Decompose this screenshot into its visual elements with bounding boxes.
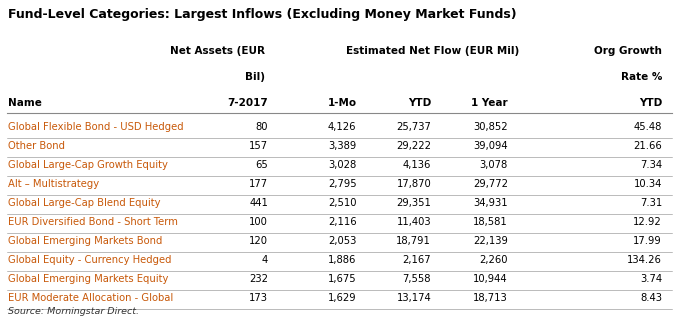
Text: 100: 100 (249, 217, 268, 227)
Text: 2,053: 2,053 (328, 236, 356, 246)
Text: 4,136: 4,136 (403, 160, 431, 170)
Text: 34,931: 34,931 (473, 198, 508, 208)
Text: Global Emerging Markets Bond: Global Emerging Markets Bond (8, 236, 162, 246)
Text: 13,174: 13,174 (397, 293, 431, 303)
Text: 29,351: 29,351 (397, 198, 431, 208)
Text: 4: 4 (262, 255, 268, 265)
Text: EUR Moderate Allocation - Global: EUR Moderate Allocation - Global (8, 293, 173, 303)
Text: 7,558: 7,558 (403, 274, 431, 284)
Text: Alt – Multistrategy: Alt – Multistrategy (8, 179, 99, 189)
Text: 21.66: 21.66 (634, 140, 662, 151)
Text: 80: 80 (256, 122, 268, 132)
Text: 17.99: 17.99 (634, 236, 662, 246)
Text: 173: 173 (249, 293, 268, 303)
Text: 1 Year: 1 Year (471, 98, 508, 108)
Text: 8.43: 8.43 (640, 293, 662, 303)
Text: Global Large-Cap Blend Equity: Global Large-Cap Blend Equity (8, 198, 161, 208)
Text: YTD: YTD (639, 98, 662, 108)
Text: 2,260: 2,260 (479, 255, 508, 265)
Text: 18,713: 18,713 (473, 293, 508, 303)
Text: Global Large-Cap Growth Equity: Global Large-Cap Growth Equity (8, 160, 168, 170)
Text: Other Bond: Other Bond (8, 140, 65, 151)
Text: 29,222: 29,222 (396, 140, 431, 151)
Text: 18,791: 18,791 (397, 236, 431, 246)
Text: 25,737: 25,737 (397, 122, 431, 132)
Text: 1,675: 1,675 (328, 274, 356, 284)
Text: 2,116: 2,116 (328, 217, 356, 227)
Text: 232: 232 (249, 274, 268, 284)
Text: 1-Mo: 1-Mo (327, 98, 356, 108)
Text: 10.34: 10.34 (634, 179, 662, 189)
Text: 441: 441 (249, 198, 268, 208)
Text: 3,078: 3,078 (479, 160, 508, 170)
Text: 2,795: 2,795 (328, 179, 356, 189)
Text: 2,167: 2,167 (403, 255, 431, 265)
Text: 12.92: 12.92 (634, 217, 662, 227)
Text: Net Assets (EUR: Net Assets (EUR (170, 46, 265, 56)
Text: 45.48: 45.48 (634, 122, 662, 132)
Text: 39,094: 39,094 (473, 140, 508, 151)
Text: Org Growth: Org Growth (594, 46, 662, 56)
Text: 134.26: 134.26 (627, 255, 662, 265)
Text: 157: 157 (249, 140, 268, 151)
Text: Fund-Level Categories: Largest Inflows (Excluding Money Market Funds): Fund-Level Categories: Largest Inflows (… (8, 8, 517, 21)
Text: Name: Name (8, 98, 42, 108)
Text: 4,126: 4,126 (328, 122, 356, 132)
Text: 3,389: 3,389 (328, 140, 356, 151)
Text: Global Emerging Markets Equity: Global Emerging Markets Equity (8, 274, 168, 284)
Text: 7.31: 7.31 (640, 198, 662, 208)
Text: 22,139: 22,139 (473, 236, 508, 246)
Text: Bil): Bil) (245, 72, 265, 82)
Text: 7-2017: 7-2017 (227, 98, 268, 108)
Text: 11,403: 11,403 (397, 217, 431, 227)
Text: 17,870: 17,870 (397, 179, 431, 189)
Text: Rate %: Rate % (621, 72, 662, 82)
Text: 29,772: 29,772 (473, 179, 508, 189)
Text: 120: 120 (249, 236, 268, 246)
Text: Global Flexible Bond - USD Hedged: Global Flexible Bond - USD Hedged (8, 122, 184, 132)
Text: 1,629: 1,629 (328, 293, 356, 303)
Text: 3.74: 3.74 (640, 274, 662, 284)
Text: 7.34: 7.34 (640, 160, 662, 170)
Text: 65: 65 (255, 160, 268, 170)
Text: YTD: YTD (408, 98, 431, 108)
Text: Estimated Net Flow (EUR Mil): Estimated Net Flow (EUR Mil) (346, 46, 519, 56)
Text: EUR Diversified Bond - Short Term: EUR Diversified Bond - Short Term (8, 217, 178, 227)
Text: 18,581: 18,581 (473, 217, 508, 227)
Text: 30,852: 30,852 (473, 122, 508, 132)
Text: 2,510: 2,510 (328, 198, 356, 208)
Text: 3,028: 3,028 (328, 160, 356, 170)
Text: 10,944: 10,944 (473, 274, 508, 284)
Text: Source: Morningstar Direct.: Source: Morningstar Direct. (8, 307, 139, 316)
Text: Global Equity - Currency Hedged: Global Equity - Currency Hedged (8, 255, 172, 265)
Text: 1,886: 1,886 (328, 255, 356, 265)
Text: 177: 177 (249, 179, 268, 189)
